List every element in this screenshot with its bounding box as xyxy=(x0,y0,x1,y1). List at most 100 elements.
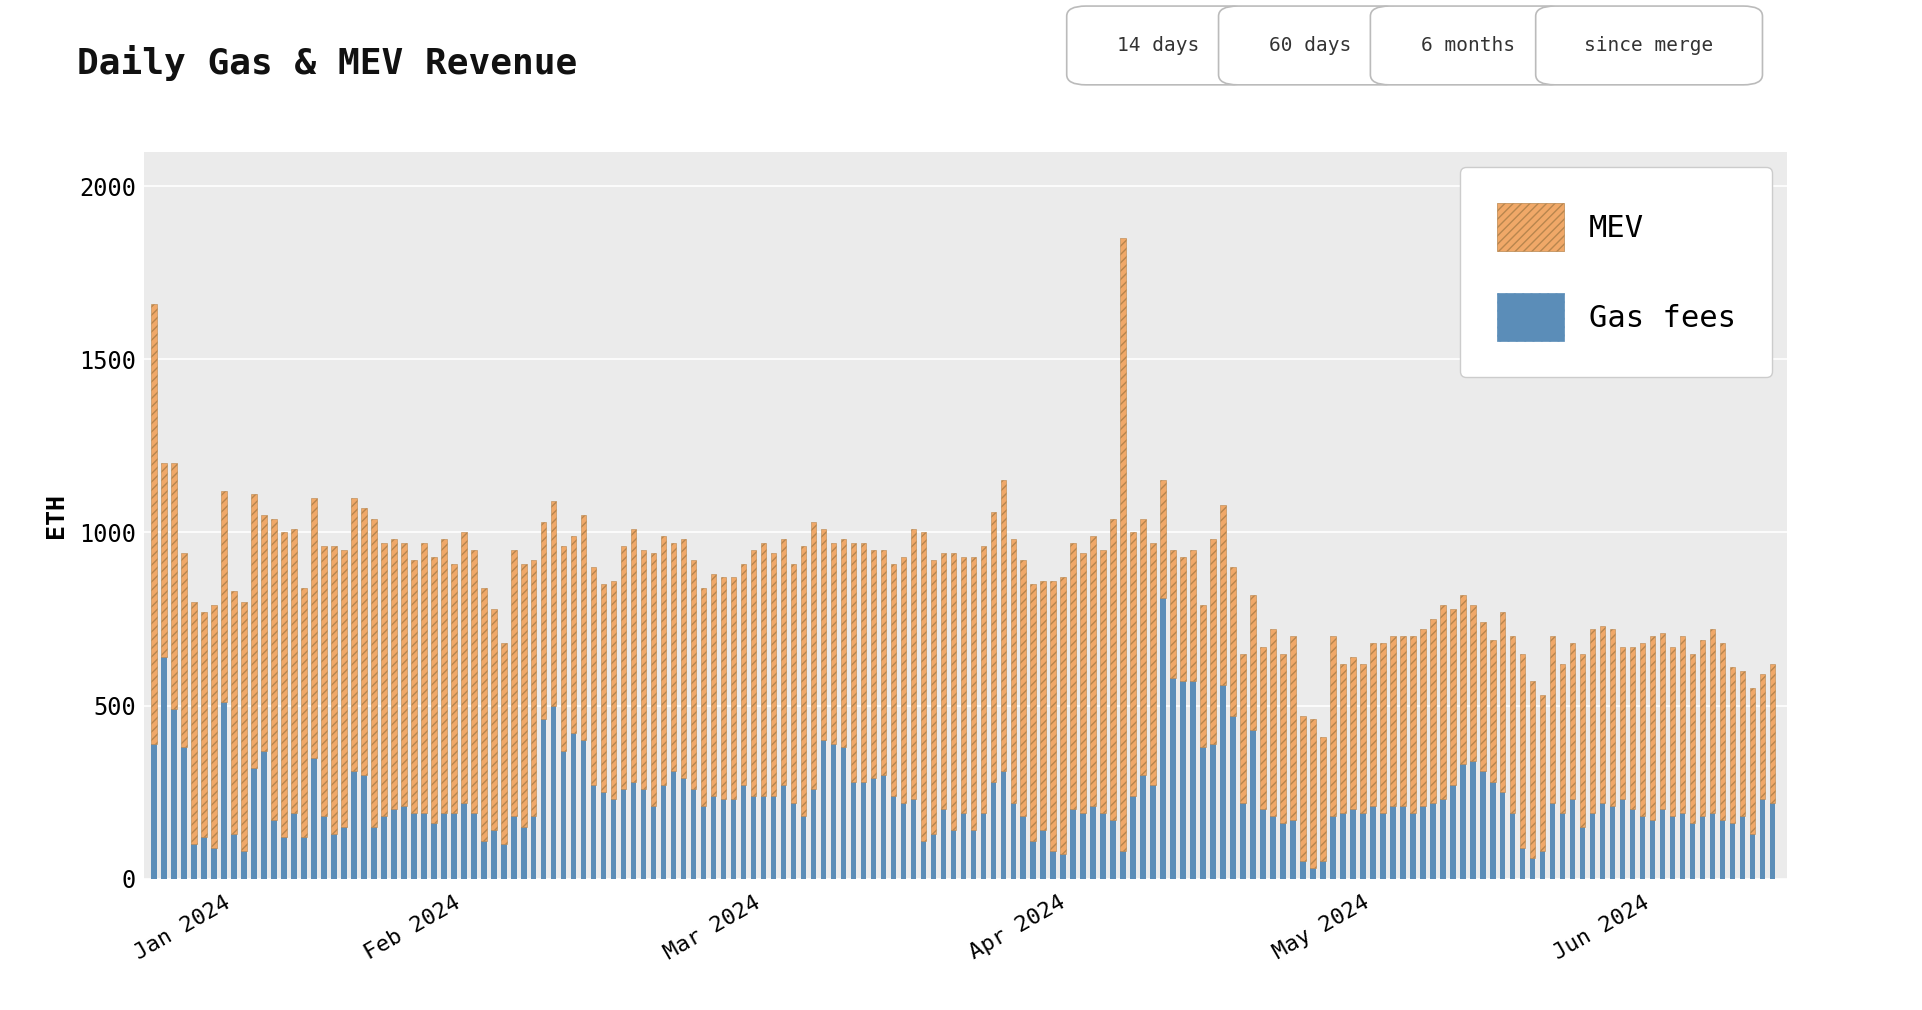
Bar xyxy=(851,782,855,879)
Bar xyxy=(511,816,517,879)
Bar xyxy=(181,747,186,879)
Bar xyxy=(1499,612,1505,792)
Bar xyxy=(431,557,436,823)
Bar xyxy=(1670,646,1676,816)
Bar xyxy=(1170,678,1176,879)
Bar xyxy=(930,833,936,879)
Bar xyxy=(1151,785,1155,879)
Bar xyxy=(921,840,926,879)
Bar xyxy=(1530,857,1536,879)
Bar xyxy=(640,549,646,789)
Bar xyxy=(1411,636,1417,813)
Bar xyxy=(740,564,746,785)
Bar xyxy=(1170,549,1176,678)
Bar xyxy=(1430,803,1436,879)
Bar xyxy=(1589,629,1595,813)
Bar xyxy=(1190,682,1195,879)
Bar xyxy=(1361,813,1367,879)
Text: since merge: since merge xyxy=(1584,36,1714,55)
Bar xyxy=(990,512,996,782)
Bar xyxy=(801,816,805,879)
Bar xyxy=(1599,803,1605,879)
Bar xyxy=(392,809,396,879)
Bar xyxy=(342,549,346,827)
Bar xyxy=(192,602,196,844)
Bar xyxy=(530,561,536,816)
Bar xyxy=(1499,792,1505,879)
Bar xyxy=(761,796,767,879)
Bar xyxy=(1761,675,1764,799)
Bar xyxy=(352,772,357,879)
Bar xyxy=(721,799,727,879)
Bar xyxy=(571,536,577,733)
Bar xyxy=(1661,809,1664,879)
Bar xyxy=(202,837,208,879)
Bar xyxy=(1611,629,1614,806)
Bar xyxy=(661,536,667,785)
Bar xyxy=(1549,636,1555,803)
Bar xyxy=(452,813,457,879)
Bar xyxy=(1299,716,1305,862)
Bar xyxy=(1240,803,1245,879)
Bar xyxy=(490,609,496,830)
Bar xyxy=(1251,730,1255,879)
Bar xyxy=(951,830,955,879)
Bar xyxy=(321,546,327,816)
Bar xyxy=(1240,653,1245,803)
Bar xyxy=(1011,803,1017,879)
Bar xyxy=(361,775,367,879)
Bar xyxy=(411,813,417,879)
Bar xyxy=(1290,820,1295,879)
Bar xyxy=(281,837,286,879)
Bar xyxy=(1111,820,1117,879)
Bar xyxy=(1399,636,1405,806)
Bar xyxy=(1101,549,1105,813)
Legend: MEV, Gas fees: MEV, Gas fees xyxy=(1461,167,1772,378)
Bar xyxy=(602,792,607,879)
Bar xyxy=(1121,851,1126,879)
Bar xyxy=(740,785,746,879)
Bar xyxy=(1061,854,1067,879)
Bar xyxy=(152,304,158,743)
Bar xyxy=(1261,646,1267,809)
Bar xyxy=(471,549,477,813)
Bar xyxy=(402,806,407,879)
Bar xyxy=(342,827,346,879)
Bar xyxy=(901,803,905,879)
Bar xyxy=(1430,619,1436,803)
Bar xyxy=(702,806,705,879)
Bar xyxy=(1121,238,1126,851)
Bar xyxy=(530,816,536,879)
Bar xyxy=(1480,622,1486,772)
Bar xyxy=(421,542,427,813)
Bar xyxy=(1280,653,1286,823)
Bar xyxy=(801,546,805,816)
Bar xyxy=(1340,813,1345,879)
Bar xyxy=(1630,646,1636,809)
Bar xyxy=(1349,658,1355,809)
Bar xyxy=(671,542,677,772)
Bar xyxy=(1749,688,1755,833)
Bar xyxy=(471,813,477,879)
Bar xyxy=(181,553,186,747)
Bar xyxy=(652,806,657,879)
Bar xyxy=(752,796,755,879)
Bar xyxy=(711,796,717,879)
Bar xyxy=(1270,629,1276,816)
Bar xyxy=(630,529,636,782)
Bar xyxy=(1080,813,1086,879)
Bar xyxy=(1580,827,1586,879)
Bar xyxy=(580,740,586,879)
Bar xyxy=(1689,653,1695,823)
Bar xyxy=(1570,643,1576,799)
Bar xyxy=(1420,806,1426,879)
Bar xyxy=(1440,799,1445,879)
Text: 6 months: 6 months xyxy=(1422,36,1515,55)
Bar xyxy=(1071,809,1076,879)
Bar xyxy=(1311,869,1317,879)
Bar xyxy=(811,522,817,789)
Bar xyxy=(1661,633,1664,809)
Bar xyxy=(561,750,567,879)
Bar xyxy=(1449,785,1455,879)
Bar xyxy=(352,498,357,772)
